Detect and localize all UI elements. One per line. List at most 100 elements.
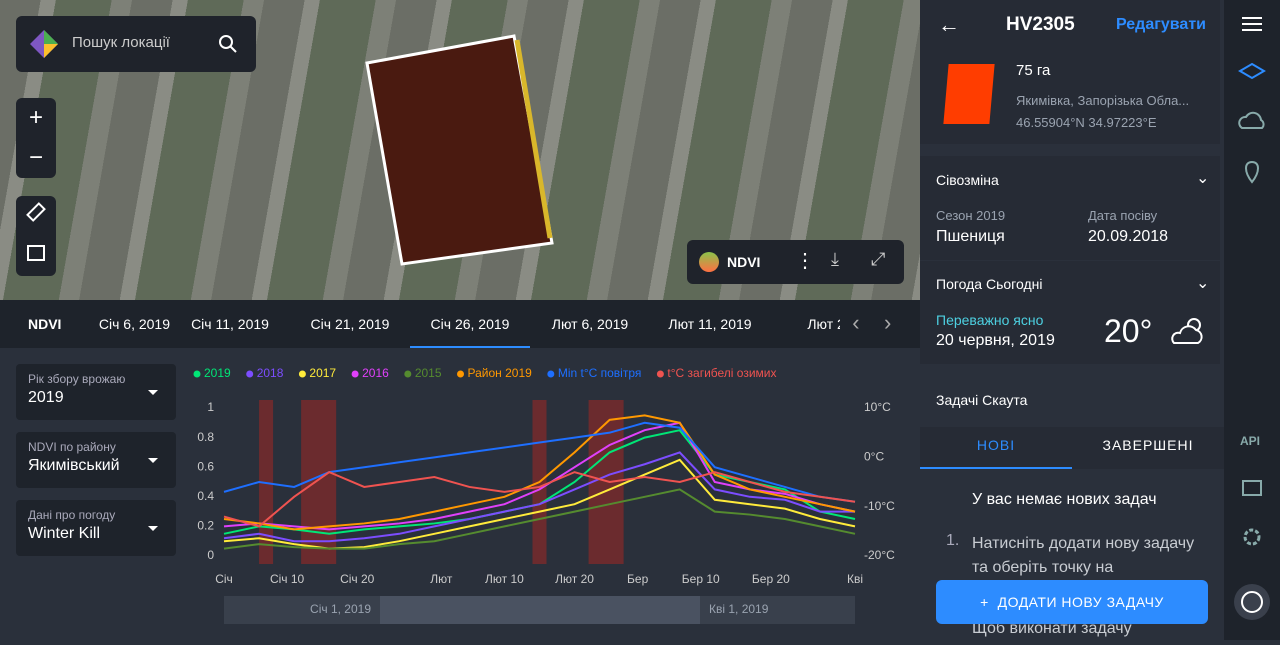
dropdown-arrow xyxy=(148,526,158,536)
download-icon[interactable]: ⤓ xyxy=(831,249,839,269)
legend-label[interactable]: 2019 xyxy=(204,366,231,380)
field-title: HV2305 xyxy=(1006,14,1075,35)
api-link[interactable]: API xyxy=(1240,434,1261,448)
weather-section[interactable]: Погода Сьогодні ⌄ Переважно ясно 20 черв… xyxy=(920,261,1220,364)
search-icon[interactable] xyxy=(218,34,238,54)
field-panel: ← HV2305 Редагувати 75 га Якимівка, Запо… xyxy=(920,0,1224,640)
legend-dot xyxy=(246,370,254,378)
y2-tick-label: -10°C xyxy=(864,499,895,513)
search-box[interactable]: Пошук локації xyxy=(16,16,256,72)
field-polygon[interactable] xyxy=(365,34,554,266)
x-tick-label: Кві xyxy=(847,572,863,586)
legend-label[interactable]: 2016 xyxy=(362,366,389,380)
map[interactable]: Пошук локації + − NDVI ⋮ ⤓ ⤢ xyxy=(0,0,920,300)
legend-label[interactable]: t°C загибелі озимих xyxy=(667,366,776,380)
field-shape xyxy=(943,64,995,124)
search-placeholder: Пошук локації xyxy=(72,34,170,51)
rotation-section[interactable]: Сівозміна ⌄ Сезон 2019 Пшениця Дата посі… xyxy=(920,156,1220,260)
legend-dot xyxy=(656,370,664,378)
legend-label[interactable]: 2018 xyxy=(257,366,284,380)
timeline-date[interactable]: Січ 21, 2019 xyxy=(310,316,390,332)
fullscreen-icon[interactable]: ⤢ xyxy=(871,249,886,269)
timeline-layer: NDVI xyxy=(28,316,68,332)
tab[interactable]: НОВІ xyxy=(920,427,1072,469)
season-label: Сезон 2019 xyxy=(936,208,1006,223)
tool-icons xyxy=(26,202,46,261)
x-tick-label: Бер 20 xyxy=(752,572,790,586)
layer-bar[interactable]: NDVI ⋮ ⤓ ⤢ xyxy=(687,240,904,284)
sowing-label: Дата посіву xyxy=(1088,208,1158,223)
dropdown-arrow xyxy=(148,390,158,400)
legend-dot xyxy=(193,370,201,378)
layer-badge[interactable]: NDVI xyxy=(727,254,761,270)
filter-value: Якимівський xyxy=(28,457,120,474)
legend-label[interactable]: Район 2019 xyxy=(468,366,533,380)
filter-select[interactable]: Дані про погоду Winter Kill xyxy=(16,500,176,556)
timeline-date[interactable]: Лют 11, 2019 xyxy=(668,316,752,332)
range-selection[interactable] xyxy=(380,596,700,624)
chevron[interactable]: ⌄ xyxy=(1196,275,1210,292)
rotation-title: Сівозміна xyxy=(936,172,999,188)
x-tick-label: Лют xyxy=(430,572,453,586)
x-tick-label: Бер xyxy=(627,572,649,586)
y-tick-label: 0.8 xyxy=(197,430,214,444)
zoom-controls[interactable]: + − xyxy=(16,98,56,178)
field-area: 75 га xyxy=(1016,62,1051,79)
y-tick-label: 0.2 xyxy=(197,519,214,533)
timeline: NDVI Січ 6, 2019 Січ 11, 2019 Січ 21, 2019… xyxy=(0,300,920,348)
empty-message: У вас немає нових задач xyxy=(972,491,1157,508)
weather-date: 20 червня, 2019 xyxy=(936,332,1055,349)
y-tick-label: 0 xyxy=(207,548,214,562)
legend-dot xyxy=(298,370,306,378)
x-tick-label: Січ 10 xyxy=(270,572,305,586)
chevron[interactable]: ⌄ xyxy=(1196,170,1210,187)
weather-temp: 20° xyxy=(1104,313,1153,349)
add-task-button[interactable]: + ДОДАТИ НОВУ ЗАДАЧУ xyxy=(936,580,1208,624)
legend-dot xyxy=(457,370,465,378)
field-location: Якимівка, Запорізька Обла... xyxy=(1016,93,1190,108)
timeline-date[interactable]: Січ 6, 2019 xyxy=(98,316,170,332)
dropdown-arrow xyxy=(148,458,158,468)
filter-value: Winter Kill xyxy=(28,525,101,542)
filter-select[interactable]: Рік збору врожаю 2019 xyxy=(16,364,176,420)
crop: Пшениця xyxy=(936,228,1005,245)
more-icon[interactable]: ⋮ xyxy=(795,250,815,272)
back-icon[interactable]: ← xyxy=(938,12,960,37)
series-line xyxy=(223,470,856,528)
ndvi-icon xyxy=(699,252,719,272)
filter-label: NDVI по району xyxy=(28,440,116,454)
x-tick-label: Січ 20 xyxy=(340,572,375,586)
timeline-date[interactable]: Січ 11, 2019 xyxy=(191,316,269,332)
x-tick-label: Лют 10 xyxy=(485,572,524,586)
range-start: Січ 1, 2019 xyxy=(310,602,371,616)
y-tick-label: 1 xyxy=(207,400,214,414)
tools[interactable] xyxy=(16,196,56,276)
timeline-date[interactable]: Лют 6, 2019 xyxy=(551,316,629,332)
logo xyxy=(30,30,58,58)
ndvi-chart: 0 0.2 0.4 0.6 0.8 1 -20°C -10°C 0°C 10°C Січ Січ 10… xyxy=(193,366,895,624)
weather-icon xyxy=(1171,318,1203,344)
rail-icons[interactable] xyxy=(1224,0,1280,640)
legend-label[interactable]: 2015 xyxy=(415,366,442,380)
timeline-date[interactable]: Січ 26, 2019 xyxy=(410,300,530,348)
filter-value: 2019 xyxy=(28,389,64,406)
filter-select[interactable]: NDVI по району Якимівський xyxy=(16,432,176,488)
series-line xyxy=(223,414,856,531)
timeline-arrows[interactable]: ‹ › xyxy=(840,300,920,348)
x-tick-label: Січ xyxy=(215,572,233,586)
tab[interactable]: ЗАВЕРШЕНІ xyxy=(1102,437,1194,453)
legend-label[interactable]: 2017 xyxy=(309,366,336,380)
filter-label: Дані про погоду xyxy=(28,508,116,522)
weather-title: Погода Сьогодні xyxy=(936,276,1043,292)
series-line xyxy=(223,488,856,550)
y2-tick-label: 10°C xyxy=(864,400,891,414)
field-overlay xyxy=(365,34,554,266)
filter-label: Рік збору врожаю xyxy=(28,372,126,386)
edit-link[interactable]: Редагувати xyxy=(1116,16,1206,33)
y2-tick-label: 0°C xyxy=(864,450,884,464)
add-task-label: ДОДАТИ НОВУ ЗАДАЧУ xyxy=(997,594,1164,610)
legend-label[interactable]: Min t°C повітря xyxy=(558,366,642,380)
sowing-date: 20.09.2018 xyxy=(1088,228,1169,245)
tabs: НОВІ ЗАВЕРШЕНІ xyxy=(920,427,1224,469)
